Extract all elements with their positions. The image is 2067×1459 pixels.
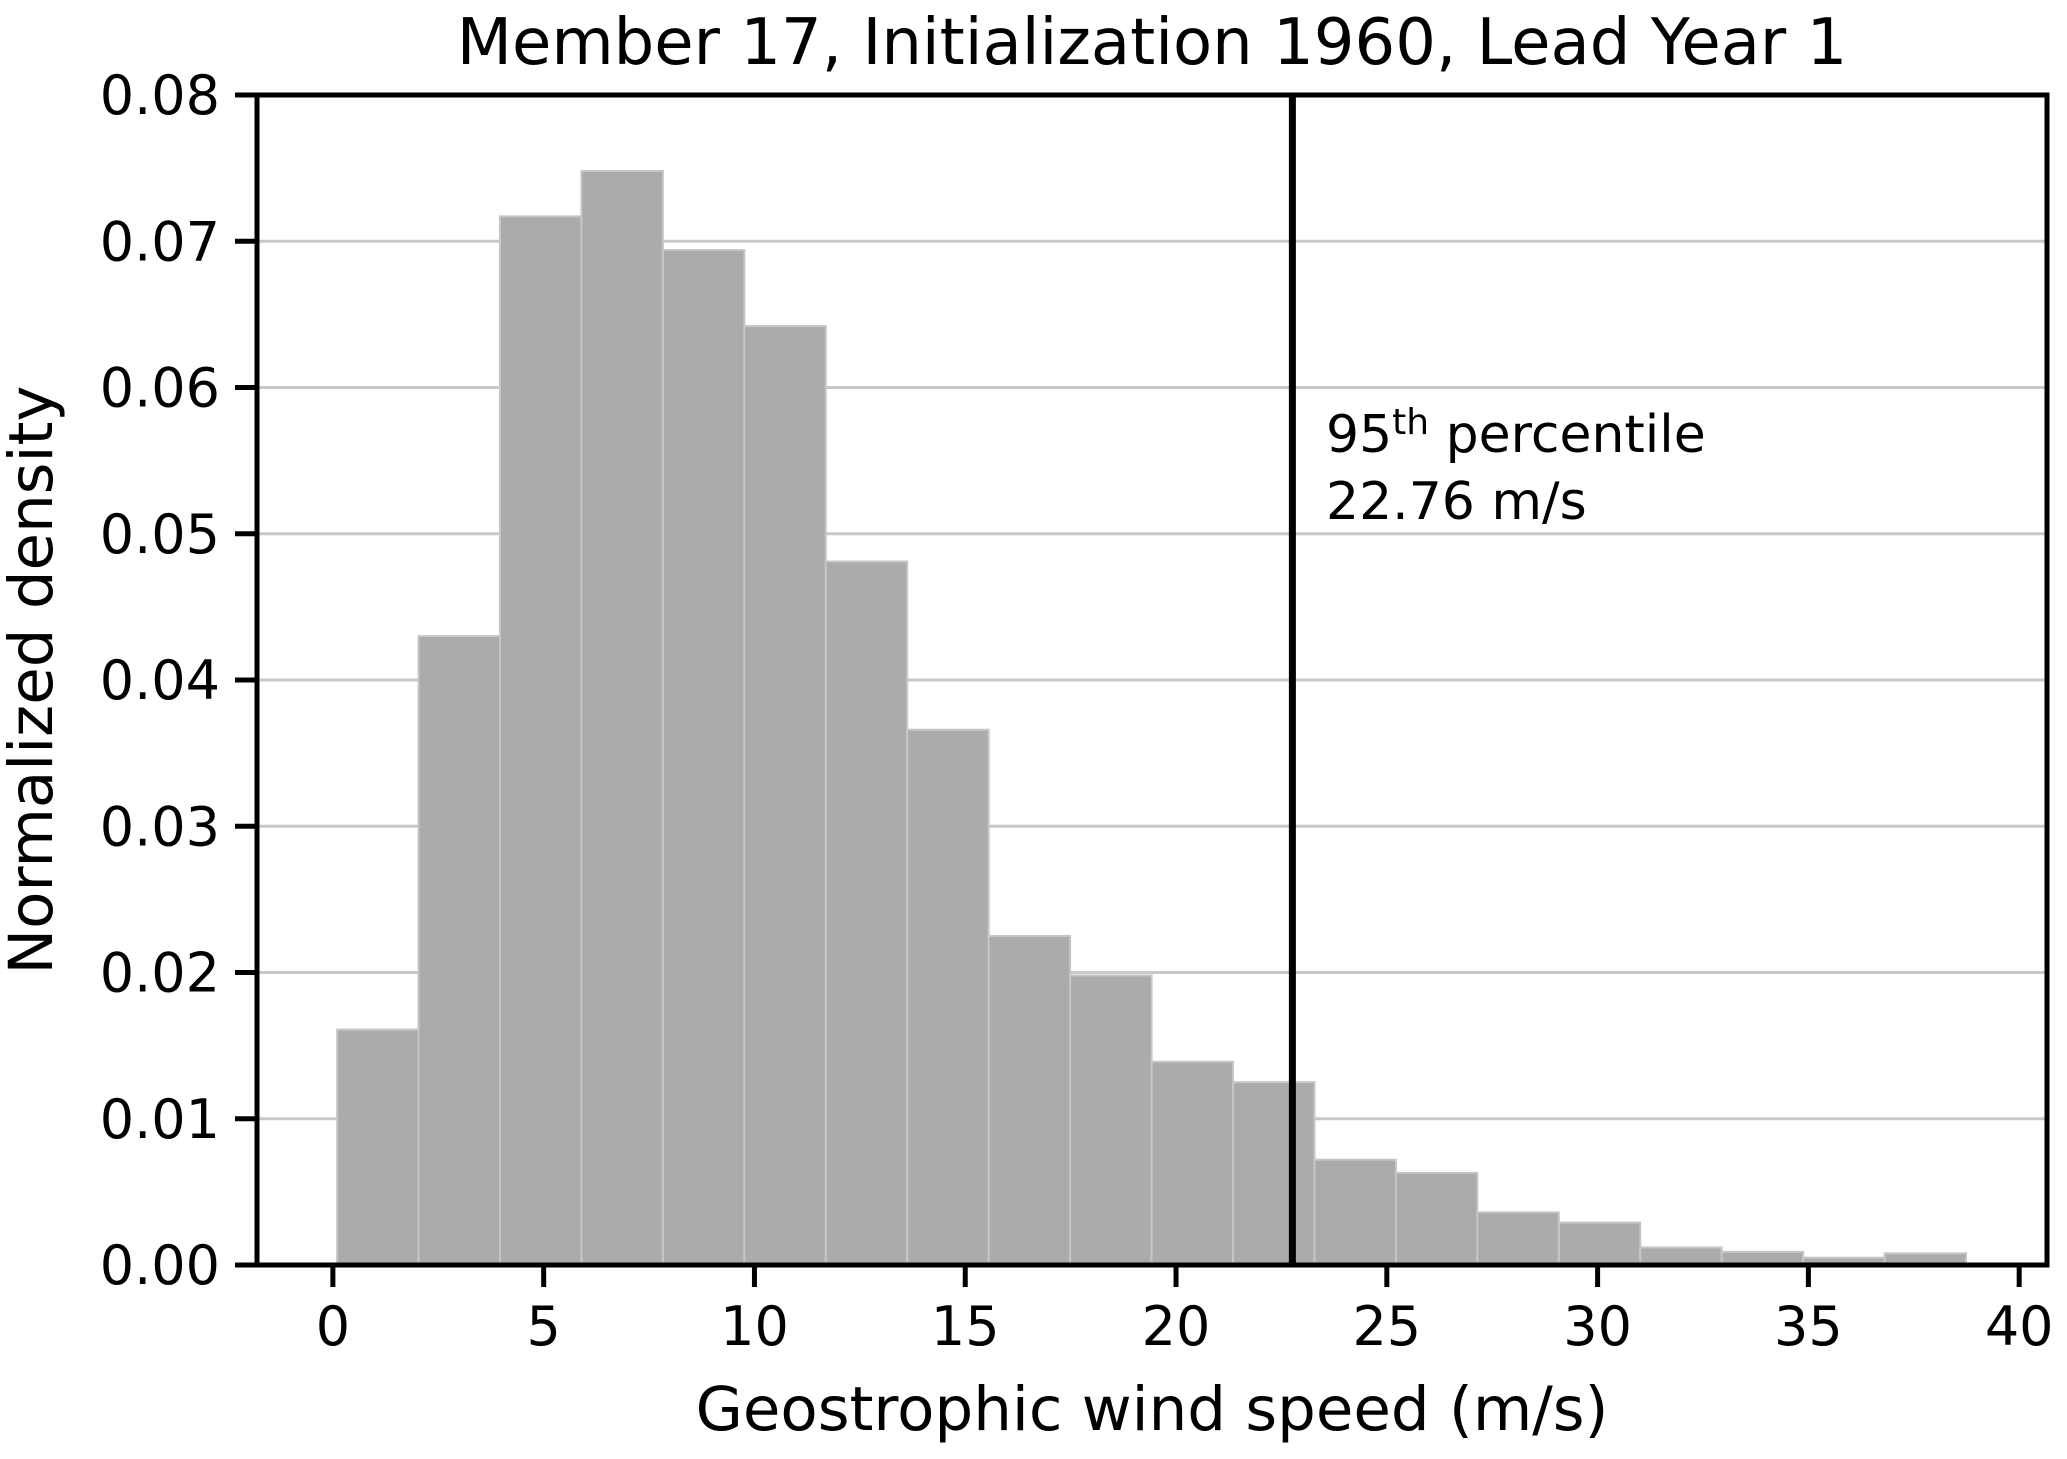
- x-tick-label: 40: [1985, 1295, 2054, 1358]
- histogram-bar: [1639, 1246, 1723, 1266]
- x-tick-label: 25: [1352, 1295, 1421, 1358]
- histogram-bar: [661, 249, 746, 1266]
- x-tick-label: 10: [720, 1295, 789, 1358]
- x-tick-label: 20: [1142, 1295, 1211, 1358]
- x-tick-label: 30: [1563, 1295, 1632, 1358]
- histogram-bar: [1313, 1158, 1397, 1266]
- y-tick-label: 0.02: [100, 942, 220, 1005]
- x-tick-label: 5: [526, 1295, 560, 1358]
- annotation-value: 95: [1326, 405, 1392, 465]
- histogram-bar: [987, 934, 1072, 1266]
- annotation-percentile-label: 95th percentile: [1326, 402, 1706, 465]
- bars-layer: [336, 170, 1968, 1267]
- y-tick-label: 0.05: [100, 503, 220, 566]
- histogram-bar: [336, 1028, 420, 1266]
- y-tick-label: 0.07: [100, 210, 220, 273]
- y-tick-label: 0.01: [100, 1088, 220, 1151]
- histogram-bar: [743, 325, 827, 1266]
- histogram-bar: [498, 215, 583, 1267]
- histogram-bar: [1150, 1060, 1235, 1267]
- annotation-threshold-value: 22.76 m/s: [1326, 472, 1587, 532]
- histogram-bar: [906, 728, 990, 1266]
- y-axis-label: Normalized density: [0, 386, 67, 975]
- histogram-bar: [580, 170, 664, 1266]
- histogram-bar: [1557, 1221, 1642, 1267]
- annotation-superscript: th: [1392, 402, 1429, 443]
- histogram-bar: [1232, 1081, 1316, 1266]
- x-tick-label: 35: [1774, 1295, 1843, 1358]
- histogram-bar: [824, 560, 909, 1266]
- y-tick-label: 0.06: [100, 357, 220, 420]
- x-tick-label: 0: [316, 1295, 350, 1358]
- histogram-bar: [1394, 1171, 1479, 1267]
- annotation-rest: percentile: [1429, 405, 1706, 465]
- x-axis-label: Geostrophic wind speed (m/s): [696, 1374, 1609, 1445]
- histogram-bar: [417, 635, 501, 1266]
- x-tick-label: 15: [931, 1295, 1000, 1358]
- histogram-bar: [1069, 974, 1153, 1266]
- chart-title: Member 17, Initialization 1960, Lead Yea…: [457, 6, 1848, 80]
- y-tick-label: 0.08: [100, 64, 220, 127]
- histogram-bar: [1476, 1211, 1560, 1266]
- y-tick-label: 0.00: [100, 1234, 220, 1297]
- ticks-layer: 0 5 10 15 20 25 30 35 40 0.00 0.01 0.02 0.03 0.04 0.05…: [100, 64, 2054, 1358]
- y-tick-label: 0.03: [100, 795, 220, 858]
- y-tick-label: 0.04: [100, 649, 220, 712]
